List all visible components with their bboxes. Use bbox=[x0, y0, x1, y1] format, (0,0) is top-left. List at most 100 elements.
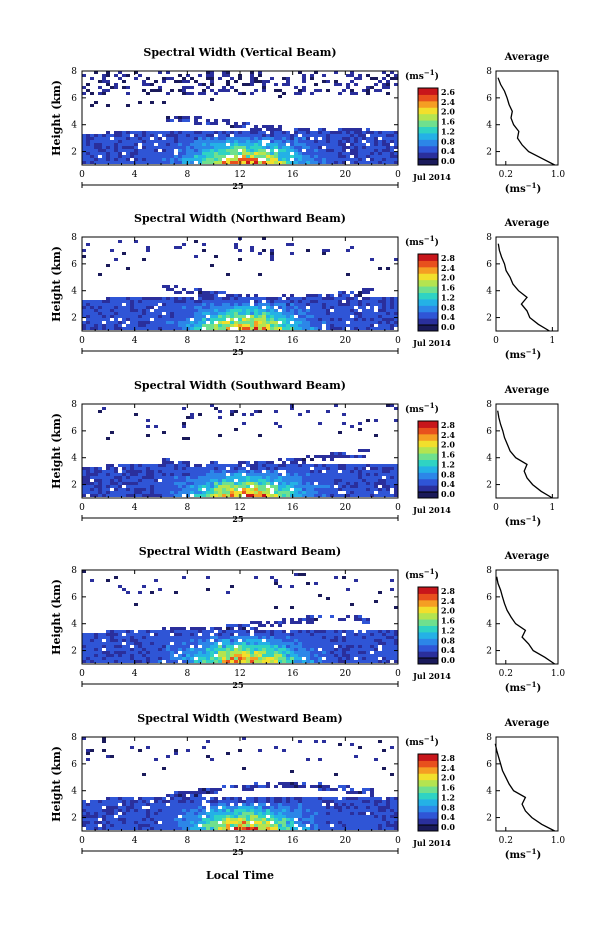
colorbar-tick-label: 2.8 bbox=[441, 253, 455, 263]
colorbar-frame bbox=[417, 253, 439, 332]
x-tick-label: 0 bbox=[395, 170, 401, 180]
profile-unit: (ms−1) bbox=[505, 514, 541, 528]
colorbar-tick-label: 2.4 bbox=[441, 430, 455, 440]
profile-y-tick-label: 6 bbox=[486, 94, 492, 104]
colorbar-segment bbox=[418, 459, 438, 467]
x-tick-label: 8 bbox=[184, 836, 190, 846]
colorbar-tick-label: 0.8 bbox=[441, 635, 455, 645]
colorbar-segment bbox=[418, 266, 438, 274]
colorbar bbox=[418, 587, 438, 665]
profile-y-tick-label: 2 bbox=[486, 481, 492, 491]
colorbar-unit: (ms−1) bbox=[405, 68, 439, 82]
colorbar-segment bbox=[418, 805, 438, 813]
colorbar-unit-close: ) bbox=[435, 71, 439, 82]
y-tick-label: 2 bbox=[71, 481, 77, 491]
profile-y-tick-label: 6 bbox=[486, 260, 492, 270]
y-axis-label: Height (km) bbox=[50, 746, 63, 822]
y-tick-label: 4 bbox=[71, 121, 77, 131]
profile-line bbox=[497, 243, 550, 332]
x-tick-label: 0 bbox=[395, 669, 401, 679]
colorbar bbox=[418, 421, 438, 499]
colorbar-tick-label: 2.6 bbox=[441, 87, 455, 97]
colorbar-tick-label: 0.8 bbox=[441, 802, 455, 812]
colorbar-tick-label: 2.0 bbox=[441, 773, 455, 783]
profile-y-tick-label: 2 bbox=[486, 148, 492, 158]
x-tick-label: 20 bbox=[340, 336, 352, 346]
colorbar-tick-label: 2.0 bbox=[441, 273, 455, 283]
x-tick-label: 20 bbox=[340, 669, 352, 679]
colorbar-unit-exponent: −1 bbox=[424, 234, 435, 243]
profile-y-tick-label: 2 bbox=[486, 314, 492, 324]
x-tick-label: 8 bbox=[184, 170, 190, 180]
colorbar-segment bbox=[418, 107, 438, 115]
x-tick-label: 0 bbox=[395, 503, 401, 513]
y-tick-label: 8 bbox=[71, 400, 77, 410]
colorbar-tick-label: 1.2 bbox=[441, 292, 455, 302]
heatmap-field bbox=[82, 570, 398, 663]
colorbar-segment bbox=[418, 152, 438, 160]
profile-unit-exponent: −1 bbox=[526, 347, 537, 356]
x-tick-label: 12 bbox=[234, 836, 245, 846]
y-tick-label: 6 bbox=[71, 94, 77, 104]
x-tick-label: 16 bbox=[287, 836, 299, 846]
colorbar-segment bbox=[418, 260, 438, 268]
profile-unit-close: ) bbox=[536, 683, 541, 694]
profile-unit: (ms−1) bbox=[505, 181, 541, 195]
colorbar-unit-close: ) bbox=[435, 237, 439, 248]
colorbar-segment bbox=[418, 587, 438, 594]
colorbar-unit: (ms−1) bbox=[405, 567, 439, 581]
colorbar-segment bbox=[418, 453, 438, 460]
y-tick-label: 8 bbox=[71, 733, 77, 743]
y-tick-label: 6 bbox=[71, 260, 77, 270]
colorbar-segment bbox=[418, 440, 438, 448]
colorbar-tick-label: 0.0 bbox=[441, 489, 455, 499]
y-tick-label: 6 bbox=[71, 760, 77, 770]
y-tick-label: 4 bbox=[71, 287, 77, 297]
panel-title: Spectral Width (Eastward Beam) bbox=[139, 545, 341, 558]
x-tick-label: 8 bbox=[184, 669, 190, 679]
colorbar-tick-label: 1.6 bbox=[441, 450, 455, 460]
panel-title: Spectral Width (Southward Beam) bbox=[134, 379, 346, 392]
x-tick-label: 0 bbox=[79, 669, 85, 679]
x-tick-label: 16 bbox=[287, 336, 299, 346]
colorbar-tick-label: 0.4 bbox=[441, 146, 455, 156]
profile-y-tick-label: 2 bbox=[486, 647, 492, 657]
x-tick-label: 0 bbox=[79, 503, 85, 513]
date-day-label: 25 bbox=[232, 181, 243, 191]
colorbar-segment bbox=[418, 478, 438, 486]
profile-unit-exponent: −1 bbox=[526, 680, 537, 689]
profile-x-tick-label: 1.0 bbox=[551, 170, 566, 180]
profile-line bbox=[497, 77, 555, 166]
colorbar-tick-label: 1.6 bbox=[441, 616, 455, 626]
colorbar-segment bbox=[418, 88, 438, 95]
heatmap-field bbox=[82, 71, 398, 164]
colorbar-unit-close: ) bbox=[435, 404, 439, 415]
profile-unit-exponent: −1 bbox=[526, 847, 537, 856]
colorbar-tick-label: 0.0 bbox=[441, 822, 455, 832]
y-tick-label: 8 bbox=[71, 67, 77, 77]
colorbar-tick-label: 0.8 bbox=[441, 302, 455, 312]
x-tick-label: 12 bbox=[234, 336, 245, 346]
y-tick-label: 4 bbox=[71, 620, 77, 630]
colorbar-segment bbox=[418, 465, 438, 473]
profile-frame bbox=[495, 569, 559, 665]
colorbar-segment bbox=[418, 593, 438, 601]
heatmap-field bbox=[82, 404, 398, 497]
colorbar-frame bbox=[417, 420, 439, 499]
colorbar-tick-label: 0.4 bbox=[441, 645, 455, 655]
y-tick-label: 2 bbox=[71, 148, 77, 158]
profile-y-tick-label: 8 bbox=[486, 233, 492, 243]
colorbar-segment bbox=[418, 811, 438, 819]
y-tick-label: 6 bbox=[71, 427, 77, 437]
date-day-label: 25 bbox=[232, 847, 243, 857]
profile-title: Average bbox=[504, 218, 550, 229]
colorbar-segment bbox=[418, 754, 438, 761]
x-tick-label: 0 bbox=[79, 336, 85, 346]
profile-title: Average bbox=[504, 551, 550, 562]
colorbar-unit-exponent: −1 bbox=[424, 734, 435, 743]
colorbar-segment bbox=[418, 773, 438, 781]
colorbar-tick-label: 0.8 bbox=[441, 136, 455, 146]
colorbar-tick-label: 1.6 bbox=[441, 117, 455, 127]
profile-line bbox=[496, 576, 556, 665]
profile-title: Average bbox=[504, 52, 550, 63]
